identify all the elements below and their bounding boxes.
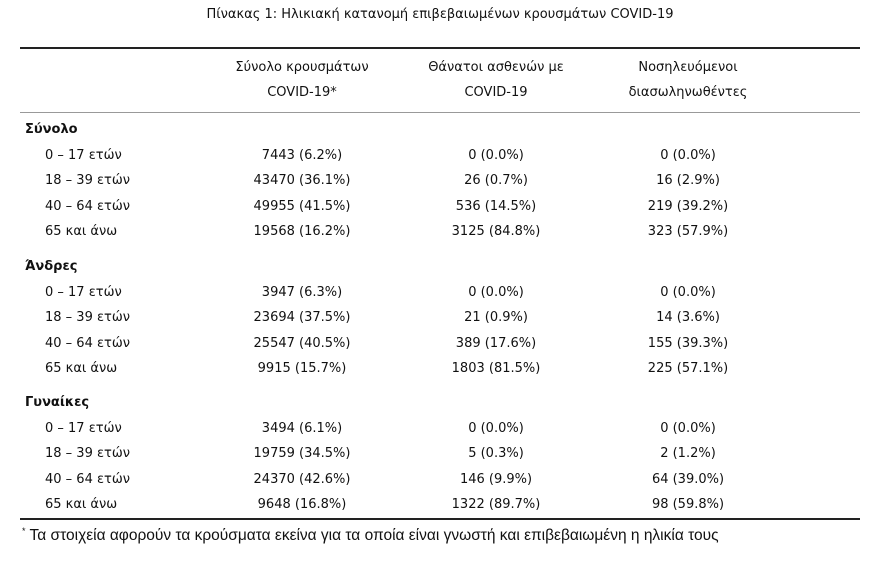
cell: 0 (0.0%) [468, 284, 524, 300]
cell: 0 (0.0%) [660, 284, 716, 300]
group-label: Σύνολο [25, 122, 78, 137]
cell: 21 (0.9%) [464, 310, 528, 325]
cell: 2 (1.2%) [660, 446, 716, 461]
cell: 5 (0.3%) [468, 446, 524, 461]
cell: 19759 (34.5%) [253, 446, 351, 461]
cell: 1322 (89.7%) [451, 497, 541, 512]
cell: 26 (0.7%) [464, 173, 528, 188]
cell: 1803 (81.5%) [451, 361, 541, 376]
cell: 43470 (36.1%) [253, 173, 351, 188]
cell: 146 (9.9%) [459, 471, 533, 487]
cell: 19568 (16.2%) [253, 224, 351, 239]
cell: 16 (2.9%) [656, 173, 720, 188]
cell: 389 (17.6%) [455, 335, 537, 351]
row-label: 0 – 17 ετών [45, 284, 122, 300]
cell: 14 (3.6%) [656, 310, 720, 325]
footnote-marker: * [22, 526, 26, 536]
row-label: 18 – 39 ετών [45, 446, 130, 461]
cell: 9648 (16.8%) [257, 497, 347, 512]
row-label: 40 – 64 ετών [45, 198, 130, 214]
cell: 3125 (84.8%) [451, 224, 541, 239]
row-label: 0 – 17 ετών [45, 147, 122, 163]
bottom-rule [20, 518, 860, 520]
group-label: Άνδρες [25, 259, 78, 274]
group-label: Γυναίκες [25, 395, 90, 410]
cell: 64 (39.0%) [651, 471, 725, 487]
column-header: Σύνολο κρουσμάτων COVID-19* [235, 60, 369, 100]
cell: 0 (0.0%) [468, 147, 524, 163]
row-label: 65 και άνω [45, 497, 118, 512]
cell: 24370 (42.6%) [253, 471, 351, 487]
cell: 536 (14.5%) [455, 198, 537, 214]
cell: 49955 (41.5%) [253, 198, 351, 214]
cell: 219 (39.2%) [647, 198, 729, 214]
cell: 3947 (6.3%) [261, 284, 343, 300]
row-label: 40 – 64 ετών [45, 335, 130, 351]
row-label: 65 και άνω [45, 224, 118, 239]
row-label: 18 – 39 ετών [45, 310, 130, 325]
row-label: 0 – 17 ετών [45, 420, 122, 436]
column-header: Θάνατοι ασθενών με COVID-19 [428, 60, 564, 100]
cell: 0 (0.0%) [660, 420, 716, 436]
row-label: 18 – 39 ετών [45, 173, 130, 188]
row-label: 40 – 64 ετών [45, 471, 130, 487]
cell: 25547 (40.5%) [253, 335, 351, 351]
cell: 0 (0.0%) [468, 420, 524, 436]
table-title: Πίνακας 1: Ηλικιακή κατανομή επιβεβαιωμέ… [206, 7, 674, 22]
top-rule [20, 47, 860, 49]
cell: 323 (57.9%) [647, 224, 729, 239]
row-label: 65 και άνω [45, 361, 118, 376]
cell: 155 (39.3%) [647, 335, 729, 351]
cell: 23694 (37.5%) [253, 310, 351, 325]
header-rule [20, 112, 860, 113]
footnote-text: Τα στοιχεία αφορούν τα κρούσματα εκείνα … [29, 527, 719, 544]
cell: 3494 (6.1%) [261, 420, 343, 436]
cell: 0 (0.0%) [660, 147, 716, 163]
footnote: * Τα στοιχεία αφορούν τα κρούσματα εκείνα… [22, 526, 719, 545]
cell: 9915 (15.7%) [257, 361, 347, 376]
column-header: Νοσηλευόμενοι διασωληνωθέντες [628, 60, 748, 100]
cell: 225 (57.1%) [647, 361, 729, 376]
cell: 98 (59.8%) [651, 497, 725, 512]
cell: 7443 (6.2%) [261, 147, 343, 163]
